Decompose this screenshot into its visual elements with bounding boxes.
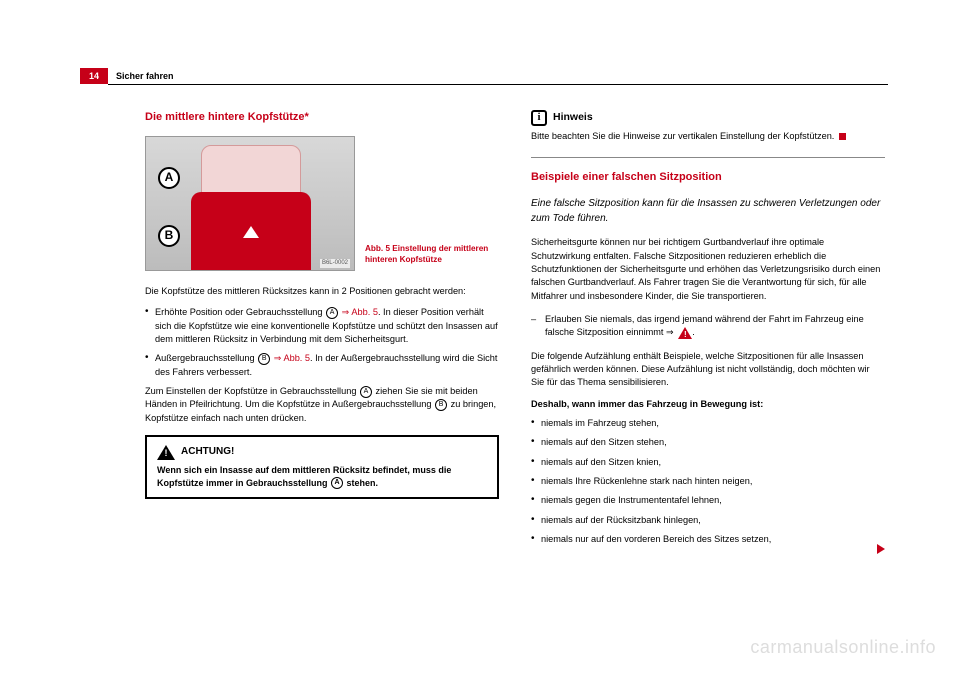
achtung-heading: ! ACHTUNG! [157,445,487,460]
figure-5: A B B6L-0002 Abb. 5 Einstellung der mitt… [145,136,499,271]
inline-badge-a: A [331,477,343,489]
text: Zum Einstellen der Kopfstütze in Gebrauc… [145,386,359,396]
list-item: •niemals Ihre Rückenlehne stark nach hin… [531,475,885,488]
manual-page: 14 Sicher fahren Die mittlere hintere Ko… [0,0,960,678]
figure-badge-b: B [158,225,180,247]
text: Bitte beachten Sie die Hinweise zur vert… [531,131,837,141]
bullet-icon: • [531,533,541,546]
section-divider [531,157,885,158]
bullet-icon: • [531,514,541,527]
section-end-icon [839,133,846,140]
achtung-box: ! ACHTUNG! Wenn sich ein Insasse auf dem… [145,435,499,499]
bullet-icon: • [145,352,155,379]
bullet-text: niemals auf den Sitzen stehen, [541,436,885,449]
left-bullet-1: • Erhöhte Position oder Gebrauchsstellun… [145,306,499,346]
list-item: •niemals auf den Sitzen knien, [531,456,885,469]
figure-image: A B B6L-0002 [145,136,355,271]
figure-ref-code: B6L-0002 [320,259,350,268]
page-header: 14 Sicher fahren [80,68,174,84]
text: stehen. [344,478,378,488]
bullet-text: Außergebrauchsstellung B ⇒ Abb. 5. In de… [155,352,499,379]
text: Außergebrauchsstellung [155,353,257,363]
list-item: •niemals auf den Sitzen stehen, [531,436,885,449]
section-title-header: Sicher fahren [116,71,174,81]
hinweis-body: Bitte beachten Sie die Hinweise zur vert… [531,130,885,143]
warning-triangle-icon: ! [678,327,692,339]
achtung-title-text: ACHTUNG! [181,445,234,460]
figure-caption: Abb. 5 Einstellung der mittleren hintere… [355,136,499,271]
content-area: Die mittlere hintere Kopfstütze* A B B6L… [145,110,885,552]
text: . [692,327,695,337]
dash-text: Erlauben Sie niemals, das irgend jemand … [545,313,885,340]
achtung-body: Wenn sich ein Insasse auf dem mittleren … [157,464,487,489]
hinweis-title-text: Hinweis [553,110,593,125]
dash-marker: – [531,313,545,340]
header-rule [108,84,888,85]
bullet-icon: • [531,417,541,430]
page-number: 14 [80,68,108,84]
inline-badge-a: A [326,307,338,319]
text: Erlauben Sie niemals, das irgend jemand … [545,314,864,337]
right-heading: Beispiele einer falschen Sitzposition [531,170,885,186]
ref-abb5: ⇒ Abb. 5 [271,353,310,363]
ref-abb5: ⇒ Abb. 5 [339,307,378,317]
inline-badge-b: B [435,399,447,411]
bullet-icon: • [531,494,541,507]
warning-triangle-icon: ! [157,445,175,460]
lead-paragraph: Eine falsche Sitzposition kann für die I… [531,196,885,226]
bullet-text: niemals im Fahrzeug stehen, [541,417,885,430]
watermark: carmanualsonline.info [750,637,936,658]
text: Wenn sich ein Insasse auf dem mittleren … [157,465,451,488]
bold-intro: Deshalb, wann immer das Fahrzeug in Bewe… [531,398,885,411]
text: Erhöhte Position oder Gebrauchsstellung [155,307,325,317]
bullet-icon: • [531,436,541,449]
right-p1: Sicherheitsgurte können nur bei richtige… [531,236,885,303]
bullet-icon: • [145,306,155,346]
list-item: •niemals auf der Rücksitzbank hinlegen, [531,514,885,527]
left-p2: Zum Einstellen der Kopfstütze in Gebrauc… [145,385,499,425]
bullet-icon: • [531,475,541,488]
right-p2: Die folgende Aufzählung enthält Beispiel… [531,350,885,390]
left-p1: Die Kopfstütze des mittleren Rücksitzes … [145,285,499,298]
figure-badge-a: A [158,167,180,189]
right-column: i Hinweis Bitte beachten Sie die Hinweis… [531,110,885,552]
inline-badge-a: A [360,386,372,398]
inline-badge-b: B [258,353,270,365]
bullet-text: Erhöhte Position oder Gebrauchsstellung … [155,306,499,346]
continue-arrow-icon [877,544,885,554]
bullet-text: niemals gegen die Instrumententafel lehn… [541,494,885,507]
left-bullet-2: • Außergebrauchsstellung B ⇒ Abb. 5. In … [145,352,499,379]
bullet-text: niemals auf den Sitzen knien, [541,456,885,469]
seatback-shape [191,192,311,270]
bullet-icon: • [531,456,541,469]
dash-item: – Erlauben Sie niemals, das irgend jeman… [531,313,885,340]
info-icon: i [531,110,547,126]
bullet-text: niemals Ihre Rückenlehne stark nach hint… [541,475,885,488]
bullet-text: niemals nur auf den vorderen Bereich des… [541,533,885,546]
bullet-text: niemals auf der Rücksitzbank hinlegen, [541,514,885,527]
list-item: •niemals nur auf den vorderen Bereich de… [531,533,885,546]
left-heading: Die mittlere hintere Kopfstütze* [145,110,499,126]
list-item: •niemals im Fahrzeug stehen, [531,417,885,430]
list-item: •niemals gegen die Instrumententafel leh… [531,494,885,507]
left-column: Die mittlere hintere Kopfstütze* A B B6L… [145,110,499,552]
hinweis-heading: i Hinweis [531,110,885,126]
